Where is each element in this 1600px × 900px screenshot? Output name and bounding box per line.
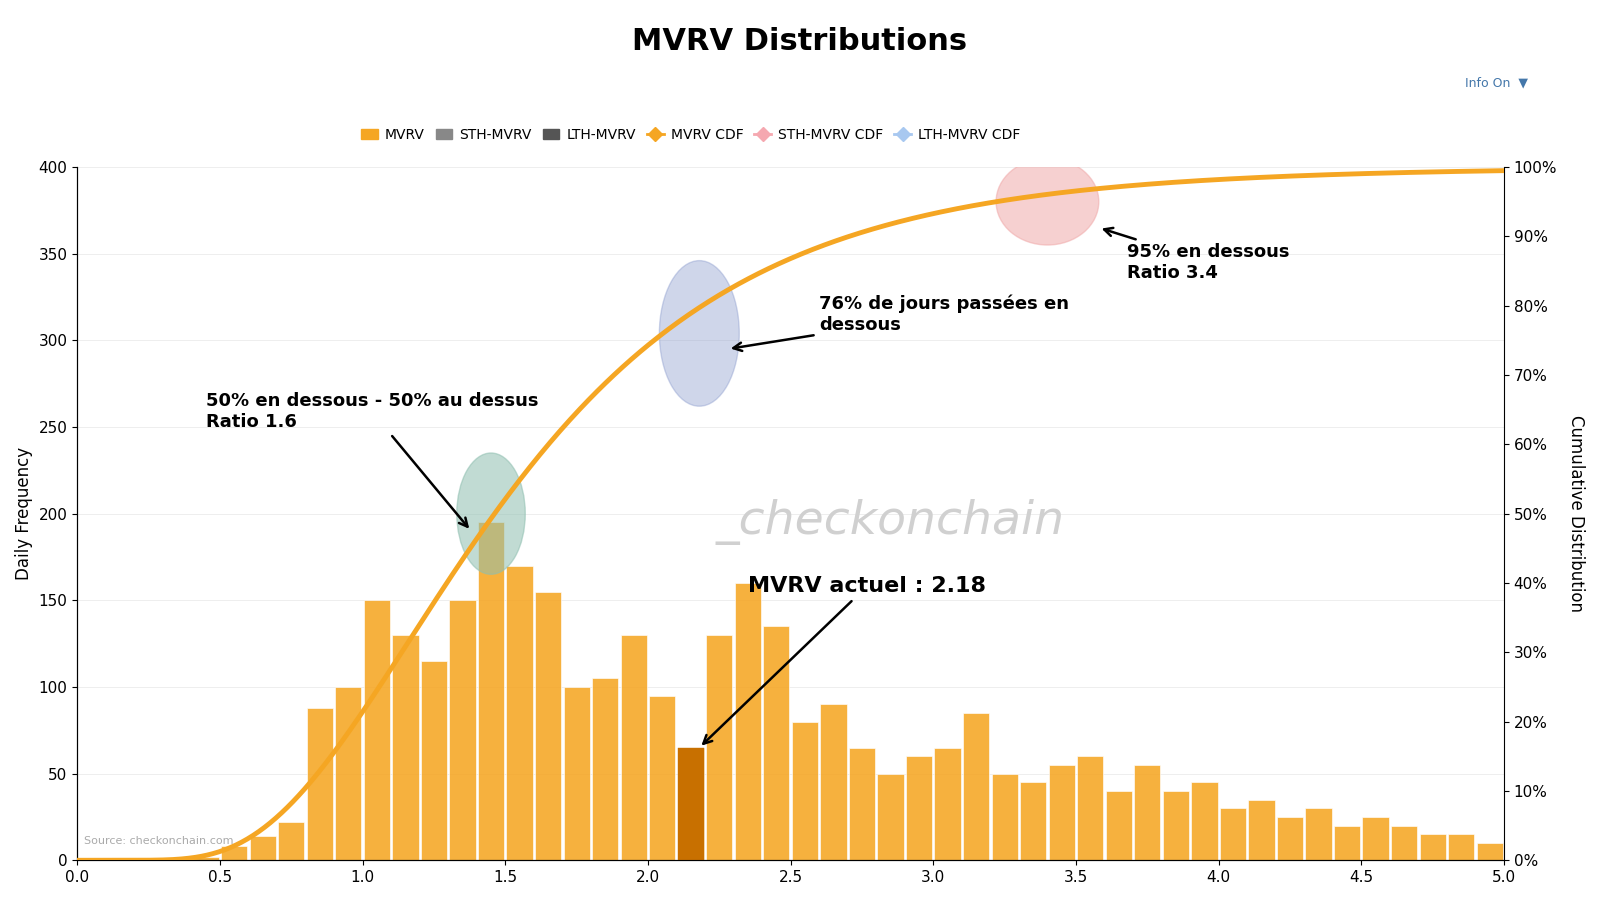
Text: MVRV actuel : 2.18: MVRV actuel : 2.18 (704, 576, 986, 743)
Bar (821, 705, 846, 860)
Bar (734, 583, 762, 860)
Bar (1363, 817, 1389, 860)
Text: 50% en dessous - 50% au dessus
Ratio 1.6: 50% en dessous - 50% au dessus Ratio 1.6 (206, 392, 538, 526)
Bar (650, 696, 675, 860)
Bar (1077, 756, 1104, 860)
Bar (278, 822, 304, 860)
Bar (1390, 825, 1418, 860)
Text: 76% de jours passées en
dessous: 76% de jours passées en dessous (733, 294, 1069, 351)
Bar (192, 857, 219, 860)
Bar (963, 713, 989, 860)
Bar (992, 774, 1018, 860)
Bar (563, 687, 590, 860)
Bar (1219, 808, 1246, 860)
Bar (507, 565, 533, 860)
Bar (1306, 808, 1331, 860)
Bar (363, 600, 390, 860)
Ellipse shape (659, 261, 739, 406)
Bar (1419, 834, 1446, 860)
Bar (1134, 765, 1160, 860)
Bar (763, 626, 789, 860)
Ellipse shape (997, 158, 1099, 245)
Ellipse shape (456, 453, 525, 574)
Bar (792, 722, 818, 860)
Bar (850, 748, 875, 860)
Bar (250, 836, 275, 860)
Bar (1106, 791, 1131, 860)
Text: 95% en dessous
Ratio 3.4: 95% en dessous Ratio 3.4 (1104, 228, 1290, 282)
Text: MVRV Distributions: MVRV Distributions (632, 27, 968, 56)
Bar (621, 635, 646, 860)
Bar (336, 687, 362, 860)
Bar (706, 635, 733, 860)
Bar (534, 591, 562, 860)
Bar (1477, 843, 1502, 860)
Y-axis label: Cumulative Distribution: Cumulative Distribution (1566, 415, 1586, 612)
Bar (934, 748, 960, 860)
Bar (1277, 817, 1302, 860)
Bar (1248, 799, 1275, 860)
Bar (678, 748, 704, 860)
Bar (678, 748, 704, 860)
Text: Info On  ▼: Info On ▼ (1466, 76, 1528, 89)
Bar (1334, 825, 1360, 860)
Bar (1021, 782, 1046, 860)
Bar (450, 600, 475, 860)
Bar (392, 635, 419, 860)
Bar (592, 679, 618, 860)
Bar (906, 756, 933, 860)
Bar (1448, 834, 1474, 860)
Bar (1163, 791, 1189, 860)
Bar (221, 846, 248, 860)
Bar (1192, 782, 1218, 860)
Text: _checkonchain: _checkonchain (715, 500, 1066, 545)
Bar (1048, 765, 1075, 860)
Legend: MVRV, STH-MVRV, LTH-MVRV, MVRV CDF, STH-MVRV CDF, LTH-MVRV CDF: MVRV, STH-MVRV, LTH-MVRV, MVRV CDF, STH-… (355, 122, 1026, 147)
Bar (478, 522, 504, 860)
Y-axis label: Daily Frequency: Daily Frequency (14, 447, 34, 580)
Text: Source: checkonchain.com: Source: checkonchain.com (85, 836, 234, 846)
Bar (877, 774, 904, 860)
Bar (307, 707, 333, 860)
Bar (421, 661, 446, 860)
